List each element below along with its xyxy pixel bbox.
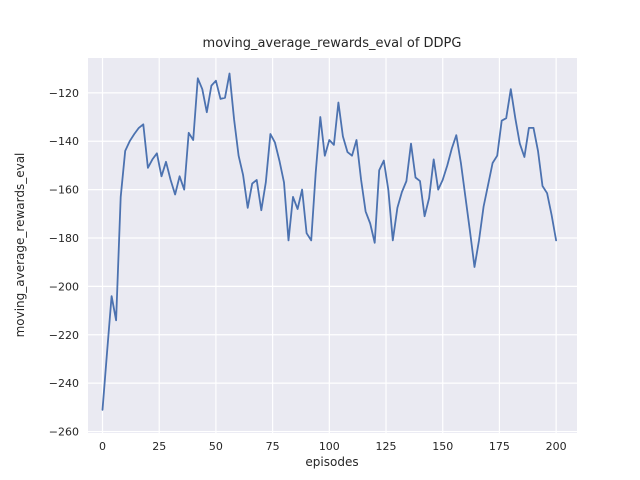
tick-label: −200 [49, 280, 79, 293]
tick-label: 200 [546, 440, 567, 453]
tick-label: −180 [49, 232, 79, 245]
plot-area [88, 58, 577, 433]
tick-label: −220 [49, 329, 79, 342]
tick-label: 150 [432, 440, 453, 453]
chart-title: moving_average_rewards_eval of DDPG [203, 36, 462, 51]
tick-label: 25 [152, 440, 166, 453]
tick-label: 100 [319, 440, 340, 453]
tick-label: −260 [49, 426, 79, 439]
x-axis-label: episodes [305, 455, 358, 469]
y-axis-label: moving_average_rewards_eval [13, 153, 27, 338]
tick-label: −140 [49, 135, 79, 148]
x-tick-labels: 0 25 50 75 100 125 150 175 200 [99, 440, 567, 453]
tick-label: −240 [49, 377, 79, 390]
tick-label: 75 [266, 440, 280, 453]
line-series [101, 72, 557, 411]
tick-label: 0 [99, 440, 106, 453]
tick-label: 175 [489, 440, 510, 453]
tick-label: 50 [209, 440, 223, 453]
tick-label: 125 [376, 440, 397, 453]
tick-label: −120 [49, 87, 79, 100]
gridlines [88, 58, 577, 433]
tick-label: −160 [49, 184, 79, 197]
series-line-moving_average_rewards_eval [101, 72, 557, 411]
y-tick-labels: −120 −140 −160 −180 −200 −220 −240 −260 [49, 87, 79, 439]
